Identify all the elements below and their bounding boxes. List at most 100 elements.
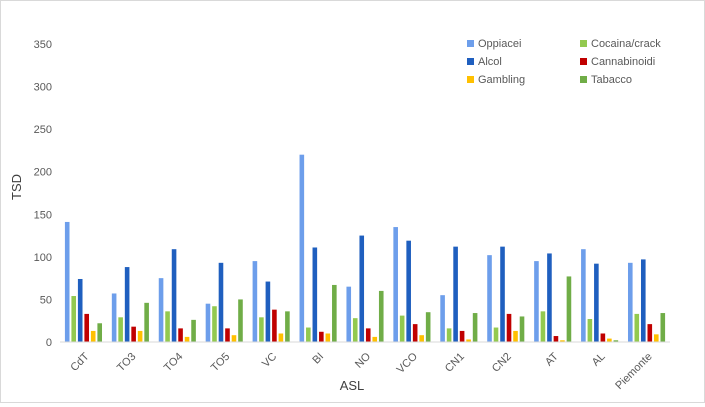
bar-tabacco-vco [425,312,431,342]
x-tick-label: TO4 [162,351,185,374]
bar-tabacco-bi [332,284,337,342]
bar-oppiacei-vc [252,261,258,342]
bar-oppiacei-to4 [158,278,164,342]
legend-swatch-oppiacei [467,40,474,47]
bar-oppiacei-at [534,261,539,342]
x-tick-label: TO5 [209,351,232,374]
bars [64,154,666,342]
y-axis-title: TSD [9,174,24,200]
bar-cannabinoidi-vco [412,324,418,342]
bar-alcol-vc [265,281,271,342]
bar-oppiacei-to5 [205,303,211,342]
legend-label-cocaina-crack: Cocaina/crack [591,38,661,50]
bar-gambling-cdt [90,330,96,342]
y-tick-label: 100 [34,252,52,264]
bar-alcol-bi [312,247,318,342]
bar-alcol-piemonte [640,259,646,342]
bar-cannabinoidi-vc [272,309,277,342]
bar-tabacco-cn1 [472,313,478,342]
y-tick-label: 300 [34,82,52,94]
bar-cocaina-crack-vco [399,315,405,342]
bar-cannabinoidi-no [365,328,371,342]
bar-oppiacei-to3 [111,293,117,342]
bar-cannabinoidi-al [600,333,606,342]
bar-cocaina-crack-piemonte [634,313,640,342]
bar-cocaina-crack-no [352,318,358,342]
bar-cocaina-crack-to4 [165,311,170,342]
bar-tabacco-cdt [97,323,103,342]
legend-swatch-cannabinoidi [580,58,587,65]
x-tick-label: TO3 [115,351,138,374]
bar-oppiacei-cdt [64,221,70,342]
bar-cocaina-crack-cn1 [446,328,452,342]
bar-gambling-cn1 [466,339,471,342]
bar-cannabinoidi-cn2 [506,313,512,342]
bar-cannabinoidi-bi [319,331,324,342]
legend-swatch-cocaina-crack [580,40,587,47]
bar-cannabinoidi-at [553,336,559,342]
bar-gambling-at [560,340,565,342]
legend-swatch-alcol [467,58,474,65]
legend: Oppiacei Cocaina/crack Alcol Cannabinoidi Ga… [467,38,661,86]
x-tick-label: VC [260,351,279,370]
bar-oppiacei-al [581,249,586,342]
legend-label-gambling: Gambling [478,74,525,86]
bar-alcol-cn1 [453,246,458,342]
bar-oppiacei-vco [393,227,398,342]
bar-gambling-piemonte [653,334,659,342]
y-tick-label: 0 [46,337,52,349]
bar-cocaina-crack-to5 [212,306,217,342]
x-tick-label: CdT [68,350,91,373]
bar-oppiacei-cn1 [440,295,445,342]
x-axis-title: ASL [340,378,365,393]
bar-tabacco-al [613,340,619,342]
bar-tabacco-cn2 [519,316,525,342]
x-tick-label: AL [590,351,608,369]
bar-cocaina-crack-cdt [71,296,77,342]
bar-alcol-to3 [124,267,130,342]
bar-gambling-bi [325,333,331,342]
bar-oppiacei-bi [299,154,305,342]
bar-cannabinoidi-to5 [225,328,230,342]
bar-gambling-to5 [231,335,237,342]
bar-tabacco-to5 [238,299,243,342]
bar-alcol-to4 [171,249,177,342]
bar-cannabinoidi-piemonte [647,324,653,342]
bar-cocaina-crack-bi [306,327,311,342]
x-tick-label: AT [543,350,561,368]
bar-alcol-cn2 [500,246,505,342]
bar-oppiacei-no [346,286,352,342]
bar-alcol-no [359,235,365,342]
x-tick-label: CN1 [443,351,467,375]
legend-label-alcol: Alcol [478,56,502,68]
x-tick-label: CN2 [490,351,514,375]
legend-label-tabacco: Tabacco [591,74,632,86]
bar-cannabinoidi-to4 [178,328,183,342]
bar-tabacco-to4 [191,319,196,342]
y-tick-label: 150 [34,209,52,221]
bar-cocaina-crack-to3 [118,317,123,342]
bar-gambling-al [607,338,612,342]
bar-alcol-at [547,253,552,342]
bar-cocaina-crack-at [540,311,546,342]
y-axis-ticks: 0 50 100 150 200 250 300 350 [34,39,52,349]
bar-gambling-to3 [137,330,143,342]
x-tick-label: VCO [395,350,421,376]
y-tick-label: 50 [40,294,52,306]
x-tick-label: Piemonte [613,351,654,392]
bar-tabacco-at [566,276,572,342]
bar-gambling-to4 [184,336,190,342]
bar-tabacco-vc [285,311,290,342]
bar-tabacco-to3 [144,302,149,342]
bar-oppiacei-cn2 [487,255,492,342]
bar-alcol-vco [406,240,411,342]
bar-cannabinoidi-to3 [131,326,136,342]
x-tick-label: NO [353,350,373,370]
y-tick-label: 250 [34,124,52,136]
bar-gambling-vc [278,333,284,342]
bar-oppiacei-piemonte [627,262,633,342]
bar-cocaina-crack-al [587,319,593,342]
legend-label-cannabinoidi: Cannabinoidi [591,56,655,68]
